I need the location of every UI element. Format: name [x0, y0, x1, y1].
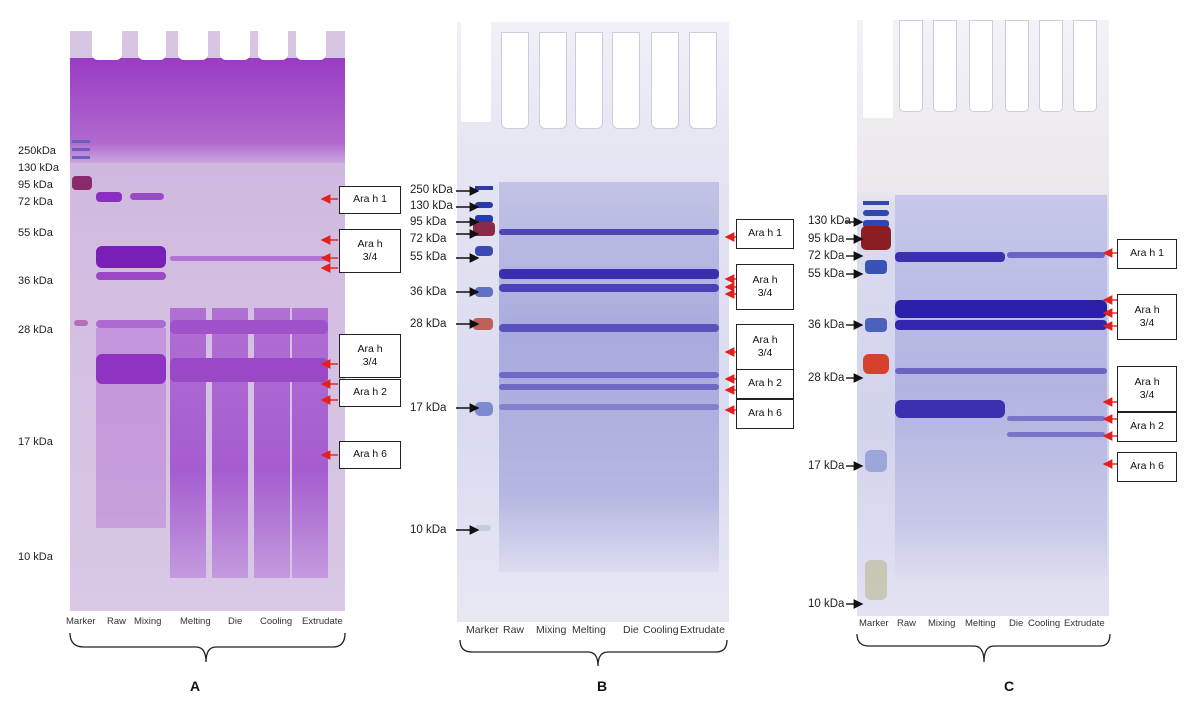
lane-label: Cooling	[643, 624, 679, 636]
band-label-box: Ara h 3/4	[1117, 366, 1177, 412]
mw-label: 10 kDa	[410, 524, 447, 536]
lane-label: Marker	[466, 624, 499, 636]
panel-letter: C	[1004, 678, 1015, 694]
mw-label: 250 kDa	[410, 184, 453, 196]
band-label-box: Ara h 3/4	[736, 264, 794, 310]
mw-label: 10 kDa	[808, 598, 845, 610]
band-label-box: Ara h 2	[339, 379, 401, 407]
lane-label: Melting	[180, 616, 211, 627]
gel-image-b	[457, 22, 729, 622]
black-arrows-c	[846, 217, 864, 609]
lane-label: Melting	[965, 618, 996, 629]
lane-label: Mixing	[536, 624, 567, 636]
mw-label: 250kDa	[18, 145, 56, 157]
black-arrows-b	[456, 186, 480, 535]
lane-label: Marker	[66, 616, 96, 627]
mw-label: 95 kDa	[808, 233, 845, 245]
mw-label: 72 kDa	[808, 250, 845, 262]
mw-label: 36 kDa	[808, 319, 845, 331]
band-label-box: Ara h 1	[1117, 239, 1177, 269]
mw-label: 72 kDa	[410, 233, 447, 245]
mw-label: 17 kDa	[18, 436, 53, 448]
lane-label: Extrudate	[680, 624, 725, 636]
lane-label: Die	[228, 616, 243, 627]
band-label-box: Ara h 6	[1117, 452, 1177, 482]
mw-label: 95 kDa	[18, 179, 53, 191]
mw-label: 55 kDa	[410, 251, 447, 263]
lane-label: Cooling	[260, 616, 293, 627]
mw-label: 17 kDa	[808, 460, 845, 472]
lane-label: Raw	[503, 624, 525, 636]
band-label-box: Ara h 6	[736, 399, 794, 429]
lane-label: Extrudate	[302, 616, 343, 627]
panel-letter: B	[597, 678, 608, 694]
mw-label: 36 kDa	[410, 286, 447, 298]
lane-label: Raw	[897, 618, 917, 629]
band-label-box: Ara h 1	[736, 219, 794, 249]
mw-label: 130 kDa	[410, 200, 453, 212]
mw-label: 10 kDa	[18, 551, 53, 563]
mw-label: 28 kDa	[410, 318, 447, 330]
lane-label: Cooling	[1028, 618, 1061, 629]
mw-label: 55 kDa	[18, 227, 53, 239]
lane-bracket-c	[856, 633, 1111, 663]
band-label-box: Ara h 6	[339, 441, 401, 469]
lane-label: Raw	[107, 616, 127, 627]
lane-label: Mixing	[928, 618, 956, 629]
lane-bracket-a	[69, 632, 346, 663]
red-arrows-a	[320, 194, 338, 460]
lane-label: Extrudate	[1064, 618, 1105, 629]
band-label-box: Ara h 3/4	[1117, 294, 1177, 340]
lane-label: Melting	[572, 624, 606, 636]
panel-letter: A	[190, 678, 201, 694]
band-label-box: Ara h 3/4	[339, 229, 401, 273]
lane-label: Marker	[859, 618, 889, 629]
mw-label: 130 kDa	[18, 162, 59, 174]
gel-image-c	[857, 20, 1109, 616]
band-label-box: Ara h 2	[1117, 412, 1177, 442]
band-label-box: Ara h 3/4	[736, 324, 794, 370]
gel-image-a	[70, 28, 345, 611]
lane-label: Die	[1009, 618, 1024, 629]
lane-bracket-b	[459, 639, 728, 667]
red-arrows-b	[724, 232, 736, 415]
red-arrows-c	[1102, 248, 1117, 469]
lane-label: Mixing	[134, 616, 162, 627]
mw-label: 72 kDa	[18, 196, 53, 208]
mw-label: 36 kDa	[18, 275, 53, 287]
band-label-box: Ara h 2	[736, 369, 794, 399]
mw-label: 55 kDa	[808, 268, 845, 280]
band-label-box: Ara h 3/4	[339, 334, 401, 378]
mw-label: 130 kDa	[808, 215, 851, 227]
band-label-box: Ara h 1	[339, 186, 401, 214]
mw-label: 95 kDa	[410, 216, 447, 228]
mw-label: 17 kDa	[410, 402, 447, 414]
mw-label: 28 kDa	[808, 372, 845, 384]
lane-label: Die	[623, 624, 639, 636]
mw-label: 28 kDa	[18, 324, 53, 336]
